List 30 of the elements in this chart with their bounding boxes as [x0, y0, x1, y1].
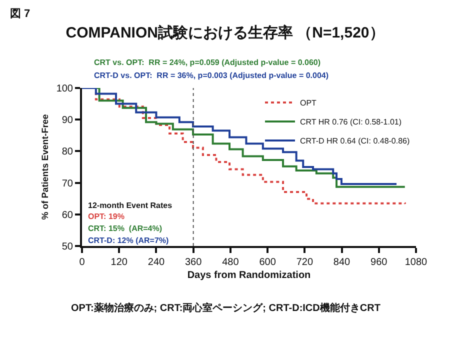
x-tick-label: 840: [333, 257, 351, 268]
x-axis-title: Days from Randomization: [187, 270, 311, 281]
annotation: OPT: 19%: [88, 212, 124, 221]
x-tick-label: 960: [370, 257, 388, 268]
x-tick-label: 1080: [404, 257, 428, 268]
caption: 図 7: [10, 8, 30, 20]
x-tick-label: 360: [184, 257, 202, 268]
x-tick-label: 720: [296, 257, 314, 268]
legend-label: OPT: [300, 98, 317, 108]
annotation: CRT-D: 12% (AR=7%): [88, 236, 170, 245]
x-tick-label: 120: [110, 257, 128, 268]
y-tick-label: 100: [56, 84, 74, 94]
y-axis-title: % of Patients Event-Free: [40, 114, 50, 220]
x-tick-label: 480: [222, 257, 240, 268]
y-tick-label: 60: [62, 210, 74, 221]
text: CRT vs. OPT: RR = 24%, p=0.059 (Adjusted p-value = 0.060): [94, 58, 321, 67]
y-tick-label: 90: [62, 115, 74, 126]
legend-label: CRT-D HR 0.64 (CI: 0.48-0.86): [300, 136, 410, 146]
annotation: CRT: 15% (AR=4%): [88, 224, 162, 233]
text: OPT:薬物治療のみ; CRT:両心室ペーシング; CRT-D:ICD機能付きCRT: [71, 302, 380, 314]
y-tick-label: 70: [62, 178, 74, 190]
legend-label: CRT HR 0.76 (CI: 0.58-1.01): [300, 118, 402, 127]
y-tick-label: 50: [62, 242, 74, 252]
chart-title: COMPANION試験における生存率 （N=1,520）: [66, 24, 384, 42]
x-tick-label: 600: [259, 257, 276, 268]
text: CRT-D vs. OPT: RR = 36%, p=0.003 (Adjusted p-value = 0.004): [94, 71, 329, 80]
x-tick-label: 240: [148, 257, 165, 268]
annotation: 12-month Event Rates: [88, 201, 173, 210]
y-tick-label: 80: [62, 146, 74, 158]
x-tick-label: 0: [79, 257, 86, 268]
